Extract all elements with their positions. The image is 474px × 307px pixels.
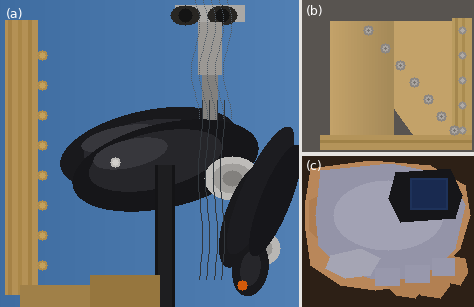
- Text: (a): (a): [6, 8, 24, 21]
- Text: (c): (c): [306, 160, 323, 173]
- Text: (b): (b): [306, 5, 324, 18]
